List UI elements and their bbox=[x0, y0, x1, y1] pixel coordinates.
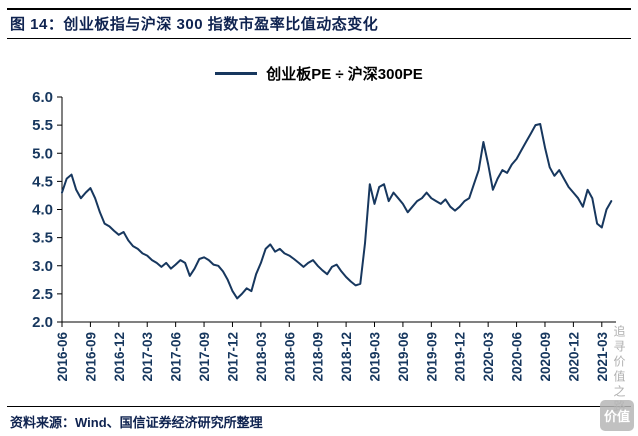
header-bottom-rule bbox=[7, 38, 631, 39]
svg-text:2020-09: 2020-09 bbox=[538, 332, 553, 382]
svg-text:2.5: 2.5 bbox=[32, 286, 53, 303]
figure-title: 图 14：创业板指与沪深 300 指数市盈率比值动态变化 bbox=[10, 16, 379, 33]
header-top-rule bbox=[7, 8, 631, 10]
svg-text:2018-03: 2018-03 bbox=[254, 332, 269, 382]
svg-text:3.0: 3.0 bbox=[32, 258, 53, 275]
svg-text:2016-12: 2016-12 bbox=[112, 332, 127, 382]
svg-text:2017-06: 2017-06 bbox=[169, 332, 184, 382]
legend-line-swatch bbox=[215, 72, 258, 75]
svg-text:5.5: 5.5 bbox=[32, 117, 53, 134]
watermark-logo: 价值 bbox=[600, 400, 634, 431]
svg-text:2021-03: 2021-03 bbox=[595, 332, 610, 382]
svg-text:2018-09: 2018-09 bbox=[311, 332, 326, 382]
source-note: 资料来源：Wind、国信证券经济研究所整理 bbox=[10, 415, 263, 430]
svg-text:2020-12: 2020-12 bbox=[566, 332, 581, 382]
svg-text:2017-03: 2017-03 bbox=[140, 332, 155, 382]
svg-text:6.0: 6.0 bbox=[32, 90, 53, 106]
svg-text:2.0: 2.0 bbox=[32, 314, 53, 331]
svg-text:2018-06: 2018-06 bbox=[282, 332, 297, 382]
footer-rule bbox=[7, 406, 631, 407]
svg-text:2019-03: 2019-03 bbox=[368, 332, 383, 382]
svg-text:2019-09: 2019-09 bbox=[424, 332, 439, 382]
svg-text:3.5: 3.5 bbox=[32, 230, 53, 247]
svg-text:2019-12: 2019-12 bbox=[453, 332, 468, 382]
chart-legend: 创业板PE ÷ 沪深300PE bbox=[0, 63, 638, 84]
legend-label: 创业板PE ÷ 沪深300PE bbox=[266, 66, 423, 83]
watermark-text: 追寻价值之路 bbox=[612, 325, 626, 415]
svg-text:2016-09: 2016-09 bbox=[83, 332, 98, 382]
svg-text:4.5: 4.5 bbox=[32, 173, 53, 190]
svg-text:2020-03: 2020-03 bbox=[481, 332, 496, 382]
svg-text:4.0: 4.0 bbox=[32, 202, 53, 219]
svg-text:5.0: 5.0 bbox=[32, 145, 53, 162]
svg-text:2019-06: 2019-06 bbox=[396, 332, 411, 382]
svg-text:2017-12: 2017-12 bbox=[225, 332, 240, 382]
watermark-logo-text: 价值 bbox=[603, 409, 630, 424]
pe-ratio-chart: 2.0 2.5 3.0 3.5 4.0 4.5 5.0 5.5 6.0 2016-06 2016-0… bbox=[32, 90, 616, 382]
svg-text:2017-09: 2017-09 bbox=[197, 332, 212, 382]
svg-text:2020-06: 2020-06 bbox=[510, 332, 525, 382]
svg-text:2018-12: 2018-12 bbox=[339, 332, 354, 382]
svg-text:2016-06: 2016-06 bbox=[55, 332, 70, 382]
